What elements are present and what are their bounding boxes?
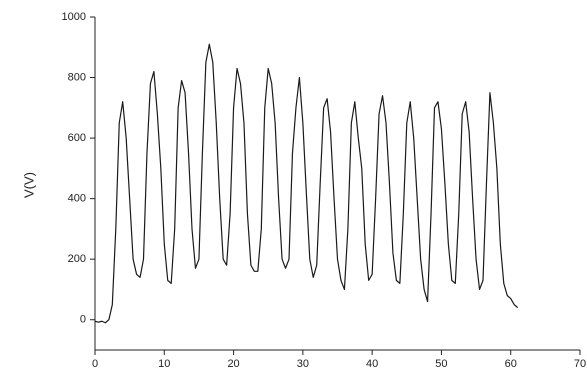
y-tick-label: 0: [80, 314, 86, 326]
y-tick-label: 1000: [62, 11, 86, 23]
y-tick-label: 800: [68, 71, 86, 83]
x-tick-label: 50: [435, 358, 447, 370]
x-tick-label: 30: [297, 358, 309, 370]
data-line: [94, 43, 519, 324]
y-tick-label: 600: [68, 132, 86, 144]
x-tick-label: 10: [158, 358, 170, 370]
x-tick-label: 0: [92, 358, 98, 370]
y-tick-label: 400: [68, 193, 86, 205]
x-tick-label: 40: [366, 358, 378, 370]
y-axis-label: V(V): [21, 172, 36, 198]
x-tick-label: 60: [505, 358, 517, 370]
x-tick-label: 70: [574, 358, 586, 370]
y-tick-label: 200: [68, 253, 86, 265]
x-tick-label: 20: [227, 358, 239, 370]
